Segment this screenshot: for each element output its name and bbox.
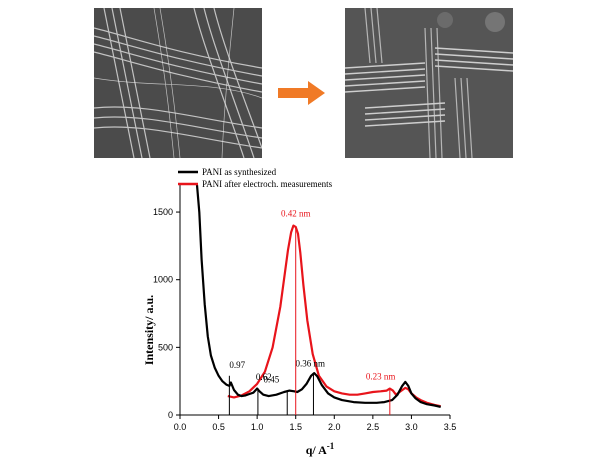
x-tick-label: 0.5 — [212, 422, 225, 432]
x-tick-label: 3.5 — [444, 422, 457, 432]
x-axis-label-superscript: -1 — [327, 441, 335, 451]
series-line-0 — [195, 184, 441, 408]
sem-image-before — [94, 8, 262, 158]
y-tick-label: 1500 — [153, 207, 173, 217]
xrd-chart: 0.0 0.5 1.0 1.5 2.0 2.5 3.0 3.5 0 500 1000 1500 0.9… — [142, 167, 456, 457]
y-tick-label: 1000 — [153, 275, 173, 285]
chart-legend: PANI as synthesized PANI after electroch… — [178, 167, 333, 189]
chart-series-layer — [195, 184, 441, 408]
process-arrow-icon — [278, 81, 325, 105]
y-axis-label: Intensity/ a.u. — [142, 295, 156, 365]
x-tick-label: 2.5 — [367, 422, 380, 432]
y-tick-label: 500 — [158, 342, 173, 352]
y-tick-label: 0 — [168, 410, 173, 420]
x-tick-label: 1.0 — [251, 422, 264, 432]
x-axis-label-base: q/ A — [306, 443, 327, 457]
x-axis-label: q/ A-1 — [306, 441, 335, 457]
x-tick-label: 0.0 — [174, 422, 187, 432]
legend-label-1: PANI after electroch. measurements — [202, 179, 333, 189]
sem-image-after — [345, 8, 513, 158]
annotation-label: 0.42 nm — [281, 208, 311, 218]
chart-axes: 0.0 0.5 1.0 1.5 2.0 2.5 3.0 3.5 0 500 1000 1500 — [153, 185, 456, 432]
sem-fibers-after-graphic — [345, 8, 513, 158]
annotation-label: 0.36 nm — [295, 358, 325, 368]
legend-label-0: PANI as synthesized — [202, 167, 277, 177]
annotation-label: 0.62 — [256, 372, 272, 382]
annotation-label: 0.45 — [263, 375, 279, 385]
x-tick-label: 3.0 — [405, 422, 418, 432]
annotation-label: 0.97 — [229, 360, 245, 370]
chart-annotations: 0.97 0.620.45 0.36 nm 0.42 nm 0.23 nm — [228, 208, 396, 415]
annotation-label: 0.23 nm — [366, 371, 396, 381]
sem-fibers-before-graphic — [94, 8, 262, 158]
x-tick-label: 2.0 — [328, 422, 341, 432]
x-tick-label: 1.5 — [289, 422, 302, 432]
series-line-1 — [227, 224, 441, 408]
